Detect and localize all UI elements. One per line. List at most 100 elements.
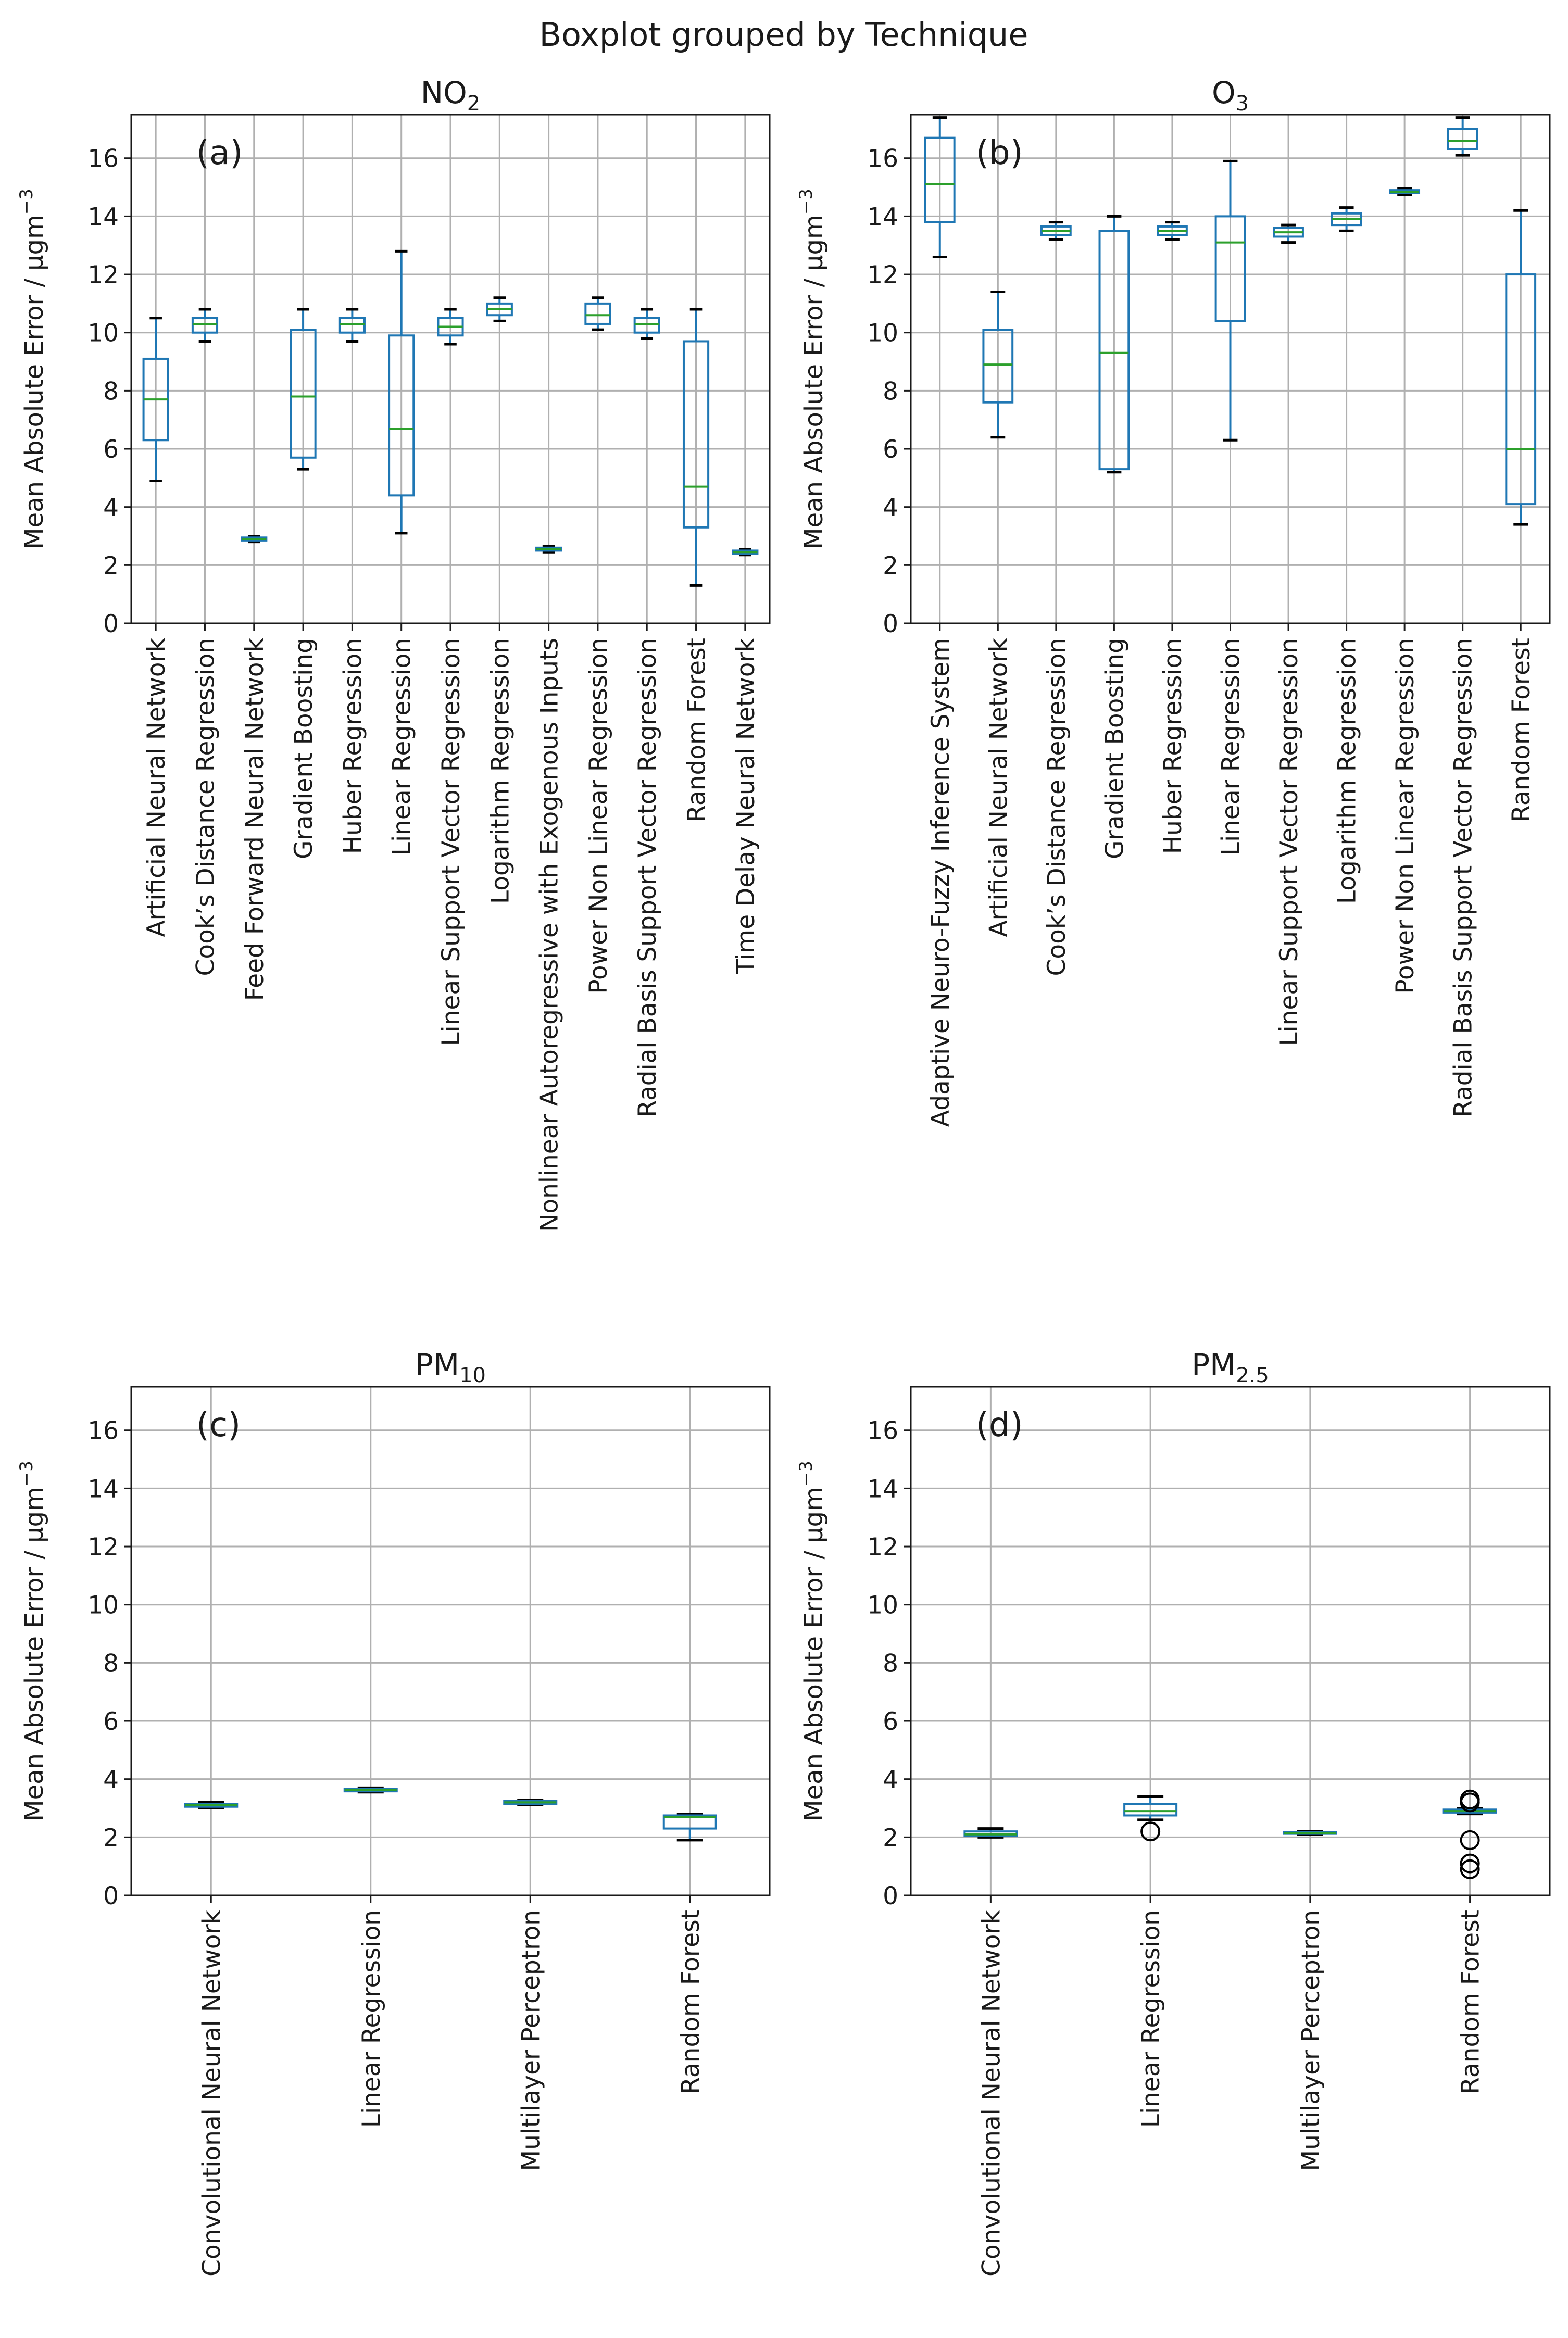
panel-title-subscript: 10 — [459, 1364, 486, 1388]
ytick-label-d-4: 8 — [883, 1649, 898, 1678]
xtick-label-b-10: Random Forest — [1507, 638, 1536, 822]
box-a-1 — [191, 308, 219, 343]
box-b-1 — [982, 291, 1014, 439]
box-iqr — [633, 317, 660, 334]
box-iqr — [662, 1814, 717, 1830]
ytick-label-d-7: 14 — [867, 1475, 898, 1503]
ytick-label-b-7: 14 — [867, 203, 898, 231]
xtick-label-b-8: Power Non Linear Regression — [1391, 638, 1420, 994]
ytick-label-b-6: 12 — [867, 261, 898, 290]
ytick-label-d-1: 2 — [883, 1824, 898, 1852]
xtick-label-b-7: Logarithm Regression — [1333, 638, 1362, 904]
xtick-label-c-2: Multilayer Perceptron — [517, 1910, 545, 2171]
ylabel-c: Mean Absolute Error / μgm−3 — [16, 1461, 49, 1821]
ytick-label-c-6: 12 — [87, 1533, 119, 1562]
box-a-7 — [486, 296, 513, 322]
panel-title-b: O3 — [1212, 75, 1249, 116]
box-b-9 — [1447, 116, 1478, 157]
ytick-label-b-5: 10 — [867, 319, 898, 348]
panels: 0 2 4 6 8 10 12 14 16 Artificial Neural Network Co… — [16, 75, 1551, 2277]
ytick-label-b-0: 0 — [883, 610, 898, 638]
ytick-label-a-0: 0 — [103, 610, 119, 638]
ylabel-d: Mean Absolute Error / μgm−3 — [796, 1461, 829, 1821]
xtick-label-d-3: Random Forest — [1457, 1910, 1485, 2094]
flier-1 — [1460, 1792, 1480, 1813]
panel-title-c: PM10 — [415, 1347, 486, 1388]
panel-label-a: (a) — [196, 134, 243, 172]
box-c-2 — [503, 1799, 558, 1806]
ytick-label-d-0: 0 — [883, 1882, 898, 1910]
box-a-3 — [290, 308, 317, 471]
box-iqr — [682, 340, 710, 529]
box-a-5 — [388, 249, 415, 535]
flier-2 — [1460, 1830, 1480, 1850]
box-iqr — [290, 329, 317, 459]
xtick-label-b-4: Huber Regression — [1159, 638, 1187, 854]
ytick-label-a-6: 12 — [87, 261, 119, 290]
xtick-label-b-1: Artificial Neural Network — [984, 637, 1013, 937]
xtick-label-a-6: Linear Support Vector Regression — [437, 638, 466, 1046]
xtick-label-b-5: Linear Regression — [1217, 638, 1246, 856]
xtick-label-b-3: Gradient Boosting — [1100, 638, 1129, 859]
box-b-0 — [924, 116, 956, 259]
ytick-label-d-3: 6 — [883, 1707, 898, 1736]
panel-title-subscript: 3 — [1236, 92, 1249, 116]
panel-label-b: (b) — [976, 134, 1023, 172]
ytick-label-a-2: 4 — [103, 494, 119, 522]
xtick-label-a-7: Logarithm Regression — [486, 638, 515, 904]
xtick-label-a-12: Time Delay Neural Network — [732, 637, 760, 975]
xtick-label-c-1: Linear Regression — [357, 1910, 386, 2128]
xtick-label-a-5: Linear Regression — [388, 638, 417, 856]
ytick-label-a-1: 2 — [103, 551, 119, 580]
xtick-label-a-8: Nonlinear Autoregressive with Exogenous … — [535, 638, 564, 1232]
panel-a: 0 2 4 6 8 10 12 14 16 Artificial Neural Network Co… — [16, 75, 771, 1232]
box-b-6 — [1273, 223, 1304, 244]
xtick-label-a-0: Artificial Neural Network — [142, 637, 171, 937]
ylabel-main: Mean Absolute Error / μgm — [20, 1487, 49, 1821]
panel-label-d: (d) — [976, 1406, 1023, 1444]
ytick-label-b-3: 6 — [883, 435, 898, 464]
ytick-label-c-4: 8 — [103, 1649, 119, 1678]
box-iqr — [982, 329, 1014, 404]
ytick-label-b-8: 16 — [867, 145, 898, 173]
box-c-3 — [662, 1813, 717, 1842]
panel-title-a: NO2 — [421, 75, 481, 116]
box-iqr — [1505, 273, 1537, 506]
xtick-label-a-9: Power Non Linear Regression — [584, 638, 613, 994]
box-a-2 — [241, 535, 268, 544]
ylabel-superscript: −3 — [796, 188, 817, 215]
panel-title-main: NO — [421, 75, 467, 110]
box-b-3 — [1098, 215, 1130, 474]
xtick-label-a-2: Feed Forward Neural Network — [241, 637, 269, 1001]
xtick-label-b-2: Cook’s Distance Regression — [1043, 638, 1071, 976]
ytick-label-c-5: 10 — [87, 1591, 119, 1620]
ylabel-a: Mean Absolute Error / μgm−3 — [16, 188, 49, 549]
box-iqr — [1447, 128, 1478, 150]
xtick-label-b-0: Adaptive Neuro-Fuzzy Inference System — [926, 638, 955, 1127]
box-iqr — [584, 302, 611, 325]
box-iqr — [338, 317, 366, 334]
ytick-label-c-8: 16 — [87, 1417, 119, 1445]
ytick-label-a-7: 14 — [87, 203, 119, 231]
xtick-label-d-2: Multilayer Perceptron — [1297, 1910, 1325, 2171]
panel-d: 0 2 4 6 8 10 12 14 16 Convolutional Neural Networ… — [796, 1347, 1551, 2277]
ytick-label-d-6: 12 — [867, 1533, 898, 1562]
xtick-label-d-0: Convolutional Neural Network — [977, 1909, 1006, 2277]
box-iqr — [924, 136, 956, 223]
xtick-label-a-10: Radial Basis Support Vector Regression — [633, 638, 662, 1117]
panel-title-main: PM — [1191, 1347, 1236, 1382]
xtick-label-b-6: Linear Support Vector Regression — [1275, 638, 1303, 1046]
panel-b: 0 2 4 6 8 10 12 14 16 Adaptive Neuro-Fuzzy Infere… — [796, 75, 1551, 1127]
ytick-label-a-8: 16 — [87, 145, 119, 173]
ytick-label-c-1: 2 — [103, 1824, 119, 1852]
box-a-10 — [633, 308, 660, 340]
panel-title-d: PM2.5 — [1191, 1347, 1269, 1388]
box-d-2 — [1283, 1830, 1337, 1836]
ytick-label-c-3: 6 — [103, 1707, 119, 1736]
ytick-label-b-1: 2 — [883, 551, 898, 580]
box-a-8 — [535, 545, 562, 554]
box-iqr — [1098, 230, 1130, 471]
panel-title-main: PM — [415, 1347, 459, 1382]
ylabel-main: Mean Absolute Error / μgm — [20, 215, 49, 549]
